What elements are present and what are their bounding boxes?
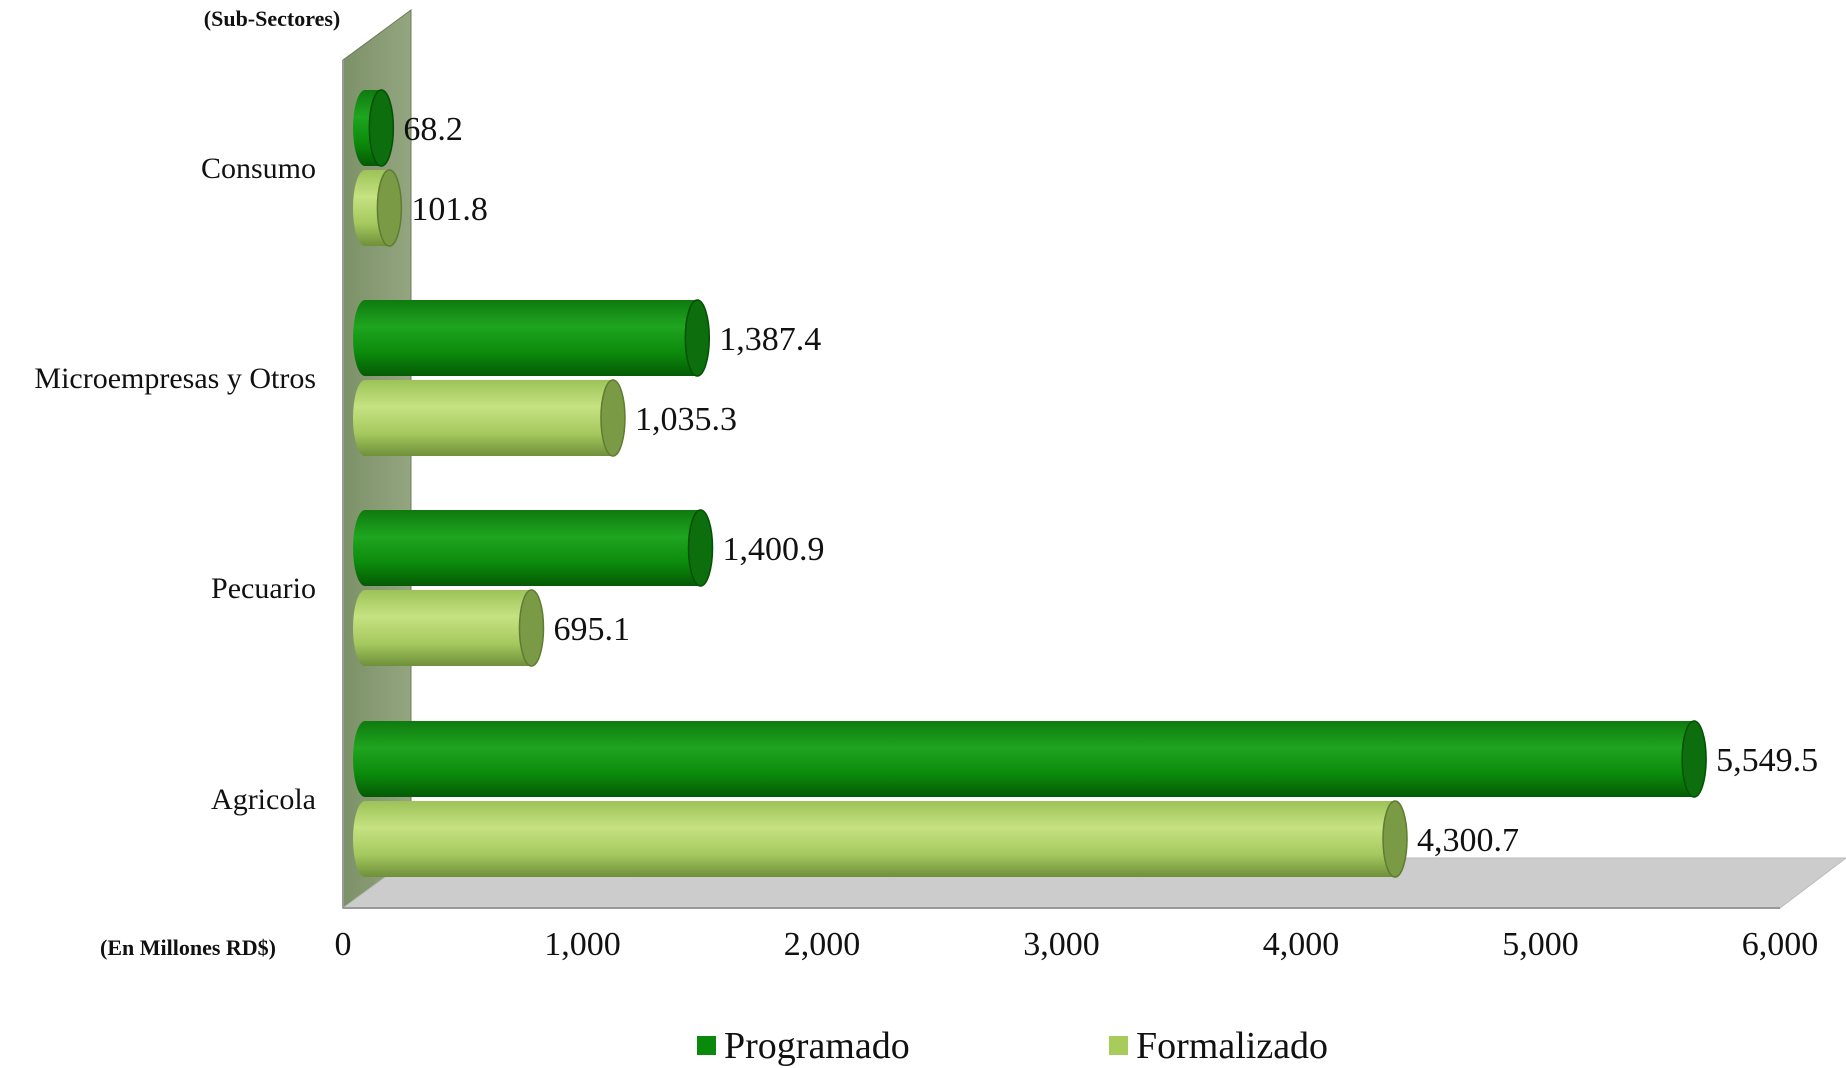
x-axis-ticks: 0 1,000 2,000 3,000 4,000 5,000 6,000	[335, 926, 1819, 963]
category-label: Consumo	[201, 152, 316, 185]
bar-end-cap	[600, 379, 626, 457]
x-tick-label: 2,000	[784, 926, 861, 963]
data-label: 4,300.7	[1417, 822, 1519, 859]
bar-formalizado-3	[353, 800, 1408, 878]
bar-programado-2	[353, 509, 714, 587]
data-label: 695.1	[553, 611, 630, 648]
x-tick-label: 6,000	[1742, 926, 1819, 963]
bar-end-cap	[1681, 720, 1707, 798]
x-tick-label: 4,000	[1263, 926, 1340, 963]
x-axis-title: (En Millones RD$)	[100, 935, 276, 960]
bar-body	[365, 721, 1695, 797]
bar-series	[353, 89, 1707, 878]
bar-formalizado-0	[353, 169, 403, 247]
bar-programado-3	[353, 720, 1707, 798]
bar-body	[365, 590, 532, 666]
category-label: Microempresas y Otros	[34, 362, 316, 395]
x-tick-label: 5,000	[1502, 926, 1579, 963]
data-label: 5,549.5	[1716, 742, 1818, 779]
legend-label-formalizado: Formalizado	[1136, 1025, 1328, 1067]
bar-formalizado-2	[353, 589, 545, 667]
legend: Programado Formalizado	[697, 1025, 1328, 1067]
data-label: 101.8	[411, 191, 488, 228]
bar-formalizado-1	[353, 379, 626, 457]
data-label: 68.2	[403, 111, 463, 148]
legend-swatch-programado	[697, 1036, 716, 1055]
bar-programado-0	[353, 89, 395, 167]
x-tick-label: 0	[335, 926, 352, 963]
data-labels: 68.2 101.8 1,387.4 1,035.3 1,400.9 695.1 5,549…	[403, 111, 1818, 859]
bar-body	[365, 380, 613, 456]
bar-end-cap	[368, 89, 395, 167]
legend-label-programado: Programado	[724, 1025, 910, 1067]
bar-end-cap	[687, 509, 714, 587]
bar-body	[365, 300, 698, 376]
category-label: Pecuario	[211, 572, 316, 605]
bar-programado-1	[353, 299, 711, 377]
bar-body	[365, 510, 701, 586]
data-label: 1,387.4	[719, 321, 821, 358]
category-label: Agricola	[211, 783, 316, 816]
x-tick-label: 3,000	[1023, 926, 1100, 963]
category-labels: Consumo Microempresas y Otros Pecuario Agri…	[34, 152, 316, 816]
data-label: 1,400.9	[723, 531, 825, 568]
bar-end-cap	[684, 299, 711, 377]
bar-end-cap	[376, 169, 403, 247]
legend-swatch-formalizado	[1109, 1036, 1128, 1055]
data-label: 1,035.3	[635, 401, 737, 438]
bar-end-cap	[518, 589, 545, 667]
x-tick-label: 1,000	[544, 926, 621, 963]
bar-end-cap	[1382, 800, 1408, 878]
bar-body	[365, 801, 1396, 877]
y-axis-title: (Sub-Sectores)	[204, 6, 340, 31]
